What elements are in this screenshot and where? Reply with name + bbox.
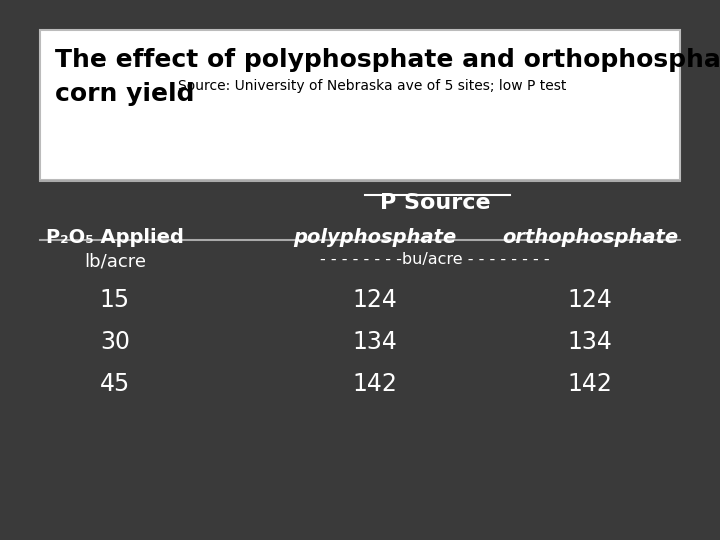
FancyBboxPatch shape <box>40 30 680 180</box>
Text: 134: 134 <box>567 330 613 354</box>
Text: P₂O₅ Applied: P₂O₅ Applied <box>46 228 184 247</box>
Text: P Source: P Source <box>379 193 490 213</box>
Text: The effect of polyphosphate and orthophosphate on: The effect of polyphosphate and orthopho… <box>55 48 720 72</box>
Text: corn yield: corn yield <box>55 82 194 106</box>
Text: - - - - - - - -bu/acre - - - - - - - -: - - - - - - - -bu/acre - - - - - - - - <box>320 252 550 267</box>
Text: 15: 15 <box>100 288 130 312</box>
Text: 134: 134 <box>353 330 397 354</box>
Text: 124: 124 <box>353 288 397 312</box>
Text: 142: 142 <box>567 372 613 396</box>
Text: polyphosphate: polyphosphate <box>293 228 456 247</box>
Text: 30: 30 <box>100 330 130 354</box>
Text: 45: 45 <box>100 372 130 396</box>
Text: lb/acre: lb/acre <box>84 252 146 270</box>
Text: 124: 124 <box>567 288 613 312</box>
Text: Source: University of Nebraska ave of 5 sites; low P test: Source: University of Nebraska ave of 5 … <box>178 79 567 93</box>
Text: orthophosphate: orthophosphate <box>502 228 678 247</box>
Text: 142: 142 <box>353 372 397 396</box>
